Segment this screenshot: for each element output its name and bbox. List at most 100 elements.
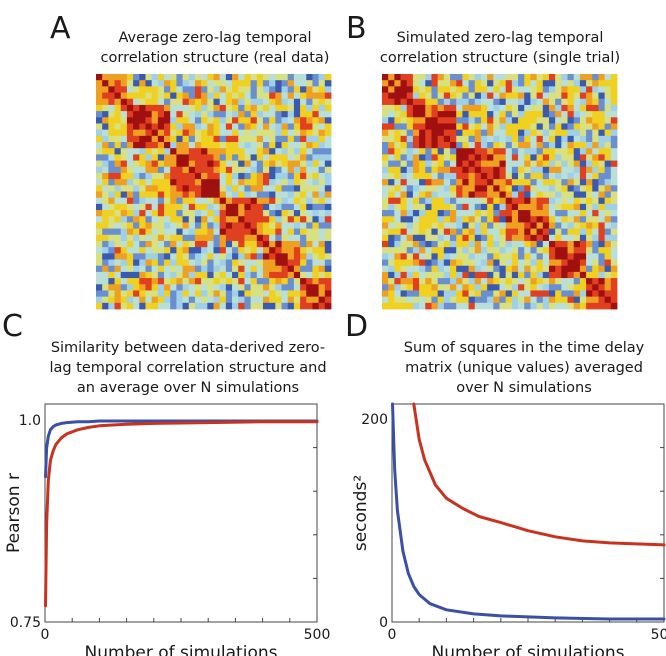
- heatmap-cell: [592, 179, 599, 186]
- heatmap-cell: [518, 296, 525, 304]
- heatmap-cell: [524, 172, 531, 180]
- heatmap-cell: [487, 98, 494, 106]
- heatmap-cell: [536, 210, 544, 217]
- heatmap-cell: [450, 253, 457, 260]
- heatmap-cell: [505, 185, 513, 192]
- heatmap-cell: [388, 74, 395, 81]
- heatmap-cell: [499, 259, 507, 267]
- heatmap-cell: [281, 271, 289, 279]
- heatmap-cell: [108, 290, 115, 298]
- heatmap-cell: [511, 160, 519, 168]
- heatmap-cell: [201, 154, 208, 161]
- heatmap-cell: [400, 203, 408, 211]
- heatmap-cell: [598, 74, 606, 81]
- heatmap-cell: [219, 142, 227, 149]
- heatmap-cell: [238, 302, 245, 310]
- heatmap-cell: [287, 284, 295, 291]
- heatmap-cell: [443, 216, 451, 223]
- heatmap-cell: [188, 172, 196, 180]
- heatmap-cell: [293, 296, 301, 304]
- heatmap-cell: [480, 271, 488, 279]
- heatmap-cell: [176, 259, 183, 267]
- heatmap-cell: [499, 179, 507, 186]
- heatmap-cell: [487, 296, 494, 304]
- heatmap-cell: [511, 80, 519, 87]
- heatmap-cell: [524, 271, 531, 279]
- heatmap-cell: [474, 172, 482, 180]
- heatmap-cell: [201, 234, 208, 242]
- heatmap-cell: [120, 117, 128, 124]
- heatmap-cell: [524, 259, 531, 267]
- heatmap-cell: [318, 216, 326, 223]
- heatmap-cell: [536, 278, 544, 285]
- heatmap-cell: [176, 228, 183, 236]
- heatmap-cell: [462, 271, 469, 279]
- heatmap-cell: [400, 129, 408, 137]
- heatmap-cell: [406, 296, 414, 304]
- heatmap-cell: [108, 284, 115, 291]
- heatmap-cell: [126, 104, 134, 112]
- heatmap-cell: [170, 166, 177, 174]
- heatmap-cell: [287, 240, 295, 248]
- heatmap-cell: [188, 265, 196, 273]
- heatmap-cell: [505, 98, 513, 106]
- heatmap-cell: [586, 154, 593, 161]
- heatmap-cell: [250, 129, 258, 137]
- heatmap-cell: [388, 296, 395, 304]
- heatmap-cell: [170, 240, 177, 248]
- heatmap-cell: [450, 240, 457, 248]
- heatmap-cell: [108, 210, 115, 217]
- heatmap-cell: [157, 148, 165, 155]
- heatmap-cell: [300, 129, 307, 137]
- heatmap-cell: [530, 98, 538, 106]
- heatmap-cell: [604, 86, 612, 93]
- heatmap-cell: [604, 296, 612, 304]
- heatmap-cell: [592, 129, 599, 137]
- heatmap-cell: [238, 228, 245, 236]
- heatmap-cell: [579, 265, 587, 273]
- heatmap-cell: [499, 210, 507, 217]
- heatmap-cell: [487, 284, 494, 291]
- heatmap-cell: [462, 253, 469, 260]
- heatmap-cell: [244, 104, 252, 112]
- heatmap-cell: [287, 296, 295, 304]
- heatmap-cell: [443, 284, 451, 291]
- heatmap-cell: [96, 142, 103, 149]
- heatmap-cell: [493, 80, 500, 87]
- heatmap-cell: [126, 86, 134, 93]
- heatmap-cell: [388, 253, 395, 260]
- heatmap-cell: [425, 185, 432, 192]
- heatmap-cell: [225, 142, 233, 149]
- heatmap-cell: [610, 222, 618, 230]
- heatmap-cell: [524, 234, 531, 242]
- heatmap-cell: [275, 265, 282, 273]
- heatmap-cell: [499, 271, 507, 279]
- heatmap-cell: [548, 117, 556, 124]
- heatmap-cell: [542, 228, 550, 236]
- heatmap-cell: [406, 271, 414, 279]
- heatmap-cell: [394, 271, 401, 279]
- heatmap-cell: [456, 104, 463, 112]
- heatmap-cell: [511, 296, 519, 304]
- heatmap-cell: [406, 302, 414, 310]
- heatmap-cell: [450, 172, 457, 180]
- heatmap-cell: [312, 135, 320, 143]
- heatmap-cell: [437, 296, 445, 304]
- heatmap-cell: [524, 278, 531, 285]
- heatmap-cell: [505, 166, 513, 174]
- heatmap-cell: [610, 123, 618, 131]
- heatmap-cell: [244, 296, 252, 304]
- heatmap-cell: [244, 284, 252, 291]
- heatmap-cell: [262, 259, 270, 267]
- heatmap-cell: [318, 135, 326, 143]
- heatmap-cell: [567, 104, 575, 112]
- heatmap-cell: [176, 290, 183, 298]
- heatmap-cell: [400, 222, 408, 230]
- heatmap-cell: [145, 111, 153, 118]
- heatmap-cell: [151, 142, 159, 149]
- heatmap-cell: [462, 259, 469, 267]
- heatmap-cell: [269, 234, 276, 242]
- heatmap-cell: [250, 284, 258, 291]
- heatmap-cell: [126, 154, 134, 161]
- heatmap-cell: [293, 228, 301, 236]
